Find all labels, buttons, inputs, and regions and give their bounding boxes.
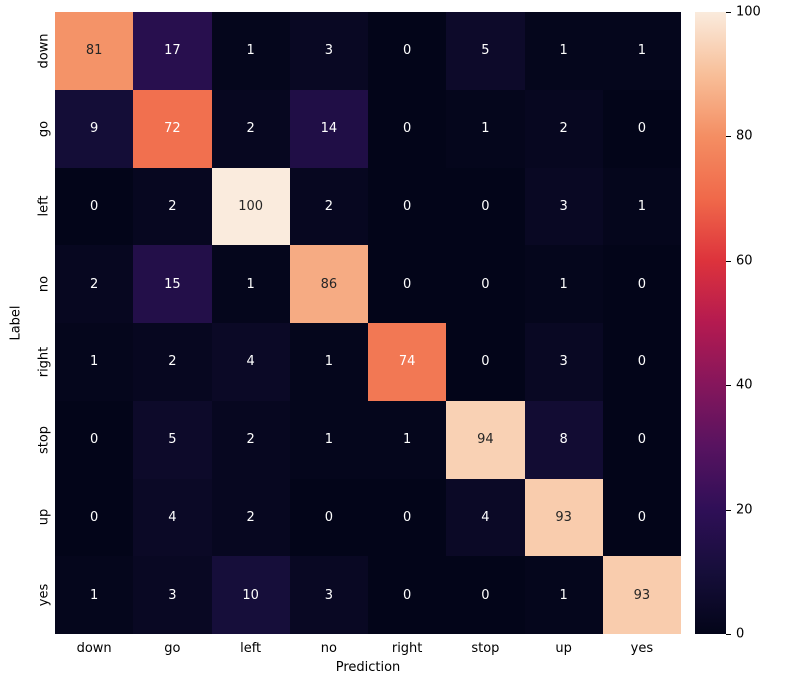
heatmap: 81 17 1 3 0 5 1 1 9 72 2 14 0 1 2 0 0 2 100 2 0 0 3 1 2 15 1 86 0 0 1 0…	[55, 12, 681, 634]
colorbar-tick-label: 20	[736, 502, 753, 518]
heatmap-cell: 1	[211, 12, 290, 90]
heatmap-cell: 3	[289, 556, 368, 634]
y-tick-label: yes	[36, 583, 52, 607]
heatmap-cell: 3	[133, 556, 212, 634]
heatmap-cell: 93	[602, 556, 681, 634]
heatmap-cell: 2	[289, 167, 368, 246]
x-tick-label: yes	[630, 641, 654, 656]
heatmap-cell: 2	[211, 400, 290, 479]
heatmap-cell: 0	[368, 12, 447, 90]
heatmap-cell: 1	[524, 12, 603, 90]
heatmap-cell: 8	[524, 400, 603, 479]
colorbar-tick-mark	[726, 260, 731, 262]
heatmap-cell: 4	[211, 323, 290, 401]
x-tick-label: no	[320, 641, 337, 656]
heatmap-cell: 0	[446, 556, 525, 634]
y-tick-label: up	[36, 509, 52, 526]
heatmap-cell: 0	[368, 556, 447, 634]
heatmap-cell: 2	[133, 323, 212, 401]
heatmap-cell: 0	[446, 323, 525, 401]
heatmap-cell: 0	[368, 245, 447, 323]
heatmap-cell: 1	[55, 323, 134, 401]
heatmap-cell: 0	[602, 400, 681, 479]
heatmap-cell: 2	[211, 478, 290, 557]
heatmap-cell: 4	[133, 478, 212, 557]
colorbar-tick-label: 60	[736, 253, 753, 269]
x-tick-label: stop	[471, 641, 500, 656]
y-axis-label: Label	[8, 305, 24, 341]
colorbar-tick-mark	[726, 509, 731, 511]
heatmap-cell: 3	[289, 12, 368, 90]
heatmap-cell: 100	[211, 167, 290, 246]
heatmap-cell: 0	[602, 89, 681, 168]
heatmap-cell: 1	[55, 556, 134, 634]
heatmap-cell: 72	[133, 89, 212, 168]
heatmap-cell: 0	[446, 167, 525, 246]
heatmap-cell: 1	[289, 323, 368, 401]
colorbar-tick-mark	[726, 12, 731, 13]
heatmap-cell: 74	[368, 323, 447, 401]
heatmap-cell: 2	[55, 245, 134, 323]
heatmap-cell: 1	[289, 400, 368, 479]
heatmap-cell: 0	[55, 400, 134, 479]
heatmap-cell: 0	[55, 478, 134, 557]
heatmap-cell: 1	[524, 556, 603, 634]
heatmap-cell: 1	[602, 167, 681, 246]
heatmap-cell: 1	[602, 12, 681, 90]
heatmap-cell: 14	[289, 89, 368, 168]
heatmap-cell: 2	[211, 89, 290, 168]
heatmap-cell: 0	[446, 245, 525, 323]
heatmap-cell: 2	[524, 89, 603, 168]
heatmap-cell: 0	[55, 167, 134, 246]
heatmap-cell: 3	[524, 323, 603, 401]
heatmap-cell: 0	[368, 89, 447, 168]
heatmap-cell: 1	[524, 245, 603, 323]
heatmap-cell: 15	[133, 245, 212, 323]
y-tick-label: stop	[36, 425, 52, 454]
colorbar-tick-label: 40	[736, 377, 753, 393]
colorbar-tick-label: 100	[736, 4, 761, 20]
x-tick-label: up	[555, 641, 572, 656]
heatmap-cell: 3	[524, 167, 603, 246]
heatmap-cell: 2	[133, 167, 212, 246]
heatmap-cell: 17	[133, 12, 212, 90]
x-tick-label: left	[240, 641, 262, 656]
heatmap-cell: 0	[368, 167, 447, 246]
heatmap-cell: 0	[602, 245, 681, 323]
y-tick-label: right	[36, 346, 52, 378]
heatmap-cell: 0	[289, 478, 368, 557]
x-tick-label: go	[164, 641, 181, 656]
colorbar-tick-mark	[726, 634, 731, 635]
x-tick-label: down	[76, 641, 112, 656]
x-axis-label: Prediction	[335, 660, 401, 675]
heatmap-cell: 5	[133, 400, 212, 479]
heatmap-cell: 0	[602, 478, 681, 557]
heatmap-cell: 1	[368, 400, 447, 479]
heatmap-cell: 0	[602, 323, 681, 401]
colorbar	[695, 12, 726, 634]
y-tick-label: left	[36, 195, 52, 217]
colorbar-tick-mark	[726, 385, 731, 387]
heatmap-cell: 86	[289, 245, 368, 323]
heatmap-cell: 5	[446, 12, 525, 90]
heatmap-cell: 9	[55, 89, 134, 168]
heatmap-cell: 10	[211, 556, 290, 634]
y-tick-label: down	[36, 33, 52, 69]
y-tick-label: go	[36, 120, 52, 137]
colorbar-tick-label: 80	[736, 128, 753, 144]
heatmap-cell: 1	[446, 89, 525, 168]
y-tick-label: no	[36, 276, 52, 293]
heatmap-cell: 0	[368, 478, 447, 557]
x-tick-label: right	[391, 641, 423, 656]
colorbar-tick-label: 0	[736, 626, 745, 642]
heatmap-cell: 4	[446, 478, 525, 557]
heatmap-cell: 93	[524, 478, 603, 557]
colorbar-tick-mark	[726, 136, 731, 138]
heatmap-cell: 81	[55, 12, 134, 90]
heatmap-cell: 1	[211, 245, 290, 323]
heatmap-cell: 94	[446, 400, 525, 479]
